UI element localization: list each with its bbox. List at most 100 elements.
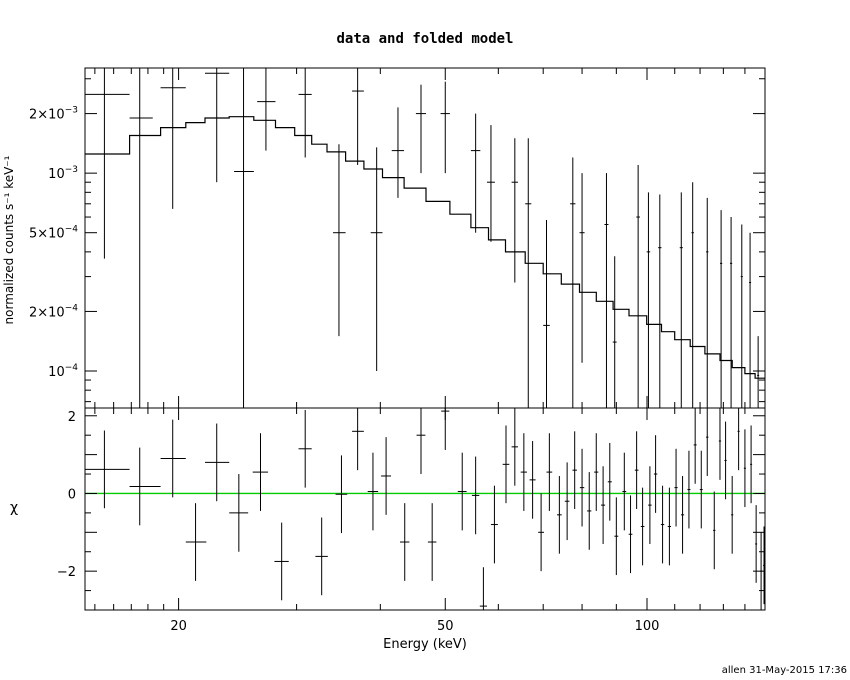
data-point — [679, 192, 683, 408]
x-tick-label: 100 — [635, 619, 660, 634]
residual-point — [594, 433, 599, 511]
residual-point — [381, 437, 392, 515]
residual-point — [479, 567, 487, 610]
residual-point — [587, 472, 592, 550]
residual-point — [274, 522, 289, 601]
residual-point — [667, 487, 672, 566]
residual-point — [129, 447, 161, 526]
residual-point — [315, 517, 328, 596]
y-tick-label: −2 — [57, 565, 76, 580]
residual-point — [713, 491, 716, 570]
residual-point — [160, 419, 186, 498]
residual-point — [502, 425, 510, 504]
residual-point — [579, 448, 585, 527]
x-tick-label: 50 — [437, 619, 454, 634]
x-tick-label: 20 — [170, 619, 187, 634]
residual-point — [634, 431, 639, 509]
data-point — [706, 197, 709, 408]
residual-point — [416, 408, 426, 475]
y-tick-label: 0 — [68, 487, 76, 502]
residual-point — [471, 456, 480, 535]
residual-point — [400, 503, 410, 581]
residual-point — [229, 474, 249, 552]
data-point — [333, 144, 346, 337]
residual-point — [185, 503, 207, 581]
residual-point — [367, 452, 379, 531]
data-point — [612, 256, 617, 408]
x-axis-label: Energy (keV) — [383, 637, 467, 652]
data-point — [525, 138, 532, 408]
residual-point — [252, 433, 269, 511]
residual-point — [640, 487, 645, 566]
y-tick-label: 2 — [68, 410, 76, 425]
data-point — [604, 173, 609, 408]
data-point — [391, 107, 405, 198]
residual-point — [490, 485, 498, 564]
data-point — [486, 125, 495, 242]
y-tick-label: 5×10−4 — [29, 225, 78, 242]
residual-point — [653, 435, 658, 513]
data-point — [636, 164, 640, 408]
top-y-axis-label: normalized counts s⁻¹ keV⁻¹ — [2, 155, 16, 324]
residual-point — [572, 431, 577, 509]
residual-point — [427, 503, 437, 581]
residual-point — [693, 408, 697, 484]
residual-point — [622, 452, 627, 531]
data-point — [415, 84, 427, 174]
model-step-path — [85, 116, 765, 379]
residual-points — [85, 408, 765, 610]
residual-point — [718, 408, 722, 480]
residual-point — [743, 429, 746, 508]
residual-point — [724, 421, 727, 500]
residual-point — [335, 455, 348, 534]
data-point — [749, 232, 752, 408]
residual-point — [457, 452, 467, 531]
data-point — [729, 217, 733, 408]
residual-point — [614, 497, 619, 576]
bottom-panel-frame — [84, 407, 766, 611]
data-point — [543, 219, 550, 408]
residual-point — [731, 475, 734, 554]
residual-point — [628, 495, 633, 574]
residual-point — [737, 408, 740, 471]
data-point — [757, 336, 760, 408]
data-point — [352, 68, 364, 165]
bottom-y-axis-label: χ — [10, 500, 18, 516]
data-points — [85, 68, 760, 408]
residual-point — [298, 409, 312, 488]
bottom-axis-ticks: 2 0 −2 — [57, 408, 766, 611]
residual-point — [85, 430, 130, 509]
data-point — [579, 173, 585, 363]
residual-point — [706, 408, 709, 476]
residual-point — [546, 433, 553, 511]
residual-point — [648, 466, 652, 544]
data-point — [129, 68, 153, 408]
data-point — [719, 210, 723, 408]
residual-point — [699, 450, 703, 529]
residual-point — [556, 475, 562, 554]
data-point — [85, 68, 130, 259]
residual-point — [538, 493, 545, 572]
bottom-panel: 20−2 χ 20 50 100 Energy (keV) — [10, 407, 766, 652]
residual-point — [564, 462, 570, 541]
data-point — [691, 182, 694, 408]
y-tick-label: 2×10−4 — [29, 303, 78, 320]
residual-point — [205, 423, 230, 502]
data-point — [370, 147, 383, 371]
chart-title: data and folded model — [336, 31, 513, 47]
footer-stamp: allen 31-May-2015 17:36 — [722, 665, 847, 676]
residual-point — [750, 425, 753, 504]
data-point — [440, 81, 450, 174]
residual-point — [674, 448, 678, 527]
y-tick-label: 2×10−3 — [29, 106, 78, 123]
data-point — [257, 68, 276, 151]
data-point — [740, 224, 743, 408]
top-panel-frame — [84, 67, 766, 409]
residual-point — [755, 505, 758, 583]
residual-point — [520, 433, 527, 511]
y-tick-label: 10−3 — [48, 165, 78, 182]
data-point — [234, 68, 254, 408]
data-point — [160, 68, 186, 209]
data-point — [298, 68, 312, 158]
